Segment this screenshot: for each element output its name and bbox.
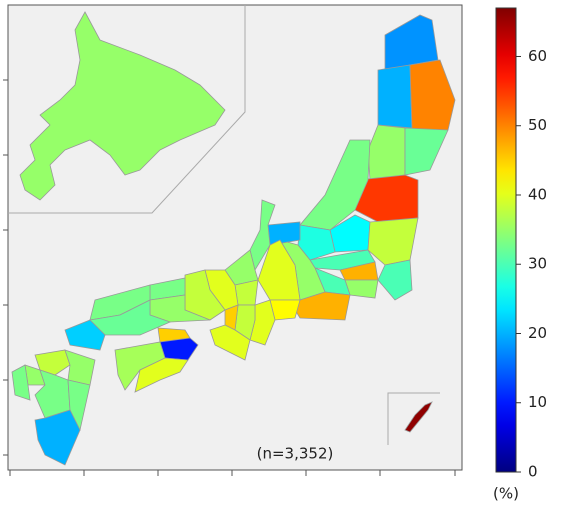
- prefecture: [209, 324, 251, 361]
- prefecture: [134, 357, 189, 393]
- sample-size: (n=3,352): [257, 445, 334, 463]
- prefecture: [404, 401, 433, 433]
- prefecture: [297, 224, 336, 261]
- colorbar-tick-label: 50: [528, 116, 547, 134]
- okinawa-inset-border: [387, 392, 440, 445]
- prefecture: [404, 127, 449, 176]
- colorbar-tick-label: 0: [528, 463, 538, 481]
- prefecture: [249, 199, 276, 272]
- prefecture: [409, 59, 456, 131]
- prefecture: [377, 259, 413, 301]
- prefecture: [299, 139, 371, 231]
- colorbar: [495, 7, 517, 473]
- colorbar-tick-label: 30: [528, 255, 547, 273]
- prefecture: [34, 349, 71, 376]
- prefecture: [19, 11, 226, 201]
- prefecture: [34, 409, 81, 466]
- prefecture: [64, 319, 106, 351]
- prefecture: [89, 299, 172, 336]
- colorbar-tick-label: 60: [528, 47, 547, 65]
- hokkaido-inset-border: [8, 5, 246, 214]
- colorbar-tick-label: 20: [528, 324, 547, 342]
- colorbar-tick-label: 40: [528, 185, 547, 203]
- colorbar-tick-label: 10: [528, 393, 547, 411]
- prefecture: [377, 64, 413, 129]
- prefecture: [11, 364, 31, 401]
- colorbar-label: (%): [493, 485, 519, 503]
- prefectures: [11, 11, 456, 466]
